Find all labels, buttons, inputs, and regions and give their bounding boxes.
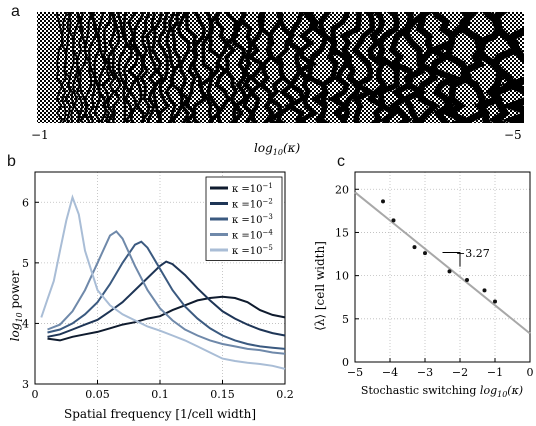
pattern-stripe <box>318 12 339 123</box>
panel-a-left-label: −1 <box>31 128 49 142</box>
pattern-stripe <box>184 12 199 123</box>
pattern-stripe <box>191 12 207 123</box>
series-line <box>47 260 286 338</box>
y-tick-label: 20 <box>335 183 349 196</box>
pattern-stripe <box>122 12 133 123</box>
pattern-stripe <box>350 12 377 123</box>
x-tick-label: 0 <box>527 366 534 379</box>
legend-label: κ =10−1 <box>232 182 273 195</box>
series-line <box>40 194 286 370</box>
pattern-stripe <box>151 12 164 123</box>
legend-label: κ =10−5 <box>232 244 273 257</box>
slope-label: −3.27 <box>456 247 490 260</box>
pattern-stripe <box>427 12 462 123</box>
pattern-stripe <box>164 12 177 123</box>
pattern-stripe <box>111 12 122 123</box>
y-tick-label: 5 <box>22 257 29 270</box>
y-tick-label: 6 <box>22 196 29 209</box>
pattern-stripe <box>240 12 256 123</box>
legend-label: κ =10−3 <box>232 213 273 226</box>
pattern-stripe <box>246 12 266 123</box>
legend-label: κ =10−2 <box>232 198 273 211</box>
slope-marker <box>442 252 461 267</box>
pattern-stripe <box>117 12 128 123</box>
y-tick-label: 3 <box>22 378 29 391</box>
pattern-stripe <box>63 12 72 123</box>
pattern-stripe <box>91 12 101 123</box>
pattern-stripe <box>139 12 151 123</box>
panel-b-chart: 0 0.05 0.1 0.15 0.2 3 4 5 6 κ =10−1 κ =10−2 κ =10−3… <box>22 171 294 401</box>
data-point <box>447 269 452 274</box>
data-point <box>412 245 417 250</box>
x-tick-label: 0.05 <box>85 388 110 401</box>
legend-label: κ =10−4 <box>232 229 273 242</box>
pattern-stripe <box>145 12 158 123</box>
series-line <box>47 230 286 355</box>
pattern-stripe <box>489 12 520 123</box>
pattern-stripe <box>55 12 64 123</box>
panel-a-letter: a <box>11 3 20 20</box>
pattern-stripe <box>176 12 191 123</box>
x-tick-label: −3 <box>417 366 433 379</box>
panel-c-xlabel: Stochastic switching log10(κ) <box>361 384 523 399</box>
panel-b-ylabel: log10 power <box>8 270 24 341</box>
y-tick-label: 0 <box>342 356 349 369</box>
data-point <box>493 299 497 304</box>
series-line <box>47 240 286 350</box>
x-tick-label: −2 <box>452 366 468 379</box>
panel-c-letter: c <box>337 153 345 170</box>
data-point <box>423 251 427 256</box>
x-tick-label: 0 <box>32 388 39 401</box>
x-tick-label: 0.15 <box>210 388 235 401</box>
pattern-stripe <box>60 12 68 123</box>
panel-a-xlabel: log10(κ) <box>254 141 300 157</box>
pattern-stripe <box>375 12 400 123</box>
pattern-stripe <box>214 12 231 123</box>
x-tick-label: −1 <box>487 366 503 379</box>
pattern-stripe <box>500 26 524 123</box>
data-point <box>482 288 487 293</box>
data-point <box>381 199 385 204</box>
pattern-stripes <box>55 12 524 123</box>
pattern-stripe <box>78 12 88 123</box>
fit-line <box>354 191 531 335</box>
pattern-stripe <box>257 12 275 123</box>
panel-a-right-label: −5 <box>504 128 522 142</box>
panel-b-letter: b <box>7 153 16 170</box>
pattern-stripe <box>339 12 362 123</box>
panel-c-ylabel: ⟨λ⟩ [cell width] <box>313 241 327 331</box>
y-tick-label: 15 <box>335 226 349 239</box>
pattern-stripe <box>283 12 305 123</box>
x-tick-label: 0.2 <box>276 388 294 401</box>
plot-frame <box>354 171 531 363</box>
pattern-stripe <box>415 12 440 123</box>
pattern-stripe <box>157 12 171 123</box>
data-point <box>391 218 396 223</box>
y-tick-label: 10 <box>335 270 349 283</box>
y-tick-label: 5 <box>342 313 349 326</box>
panel-c-chart: −5 −4 −3 −2 −1 0 0 5 10 15 20 <box>335 171 534 379</box>
x-tick-label: −4 <box>382 366 398 379</box>
pattern-stripe <box>230 12 248 123</box>
pattern-stripe <box>96 12 107 123</box>
panel-a-pattern <box>37 12 524 123</box>
x-tick-label: −5 <box>347 366 363 379</box>
data-point <box>465 277 469 282</box>
x-tick-label: 0.1 <box>151 388 169 401</box>
y-tick-label: 4 <box>22 317 29 330</box>
panel-b-xlabel: Spatial frequency [1/cell width] <box>64 407 256 421</box>
